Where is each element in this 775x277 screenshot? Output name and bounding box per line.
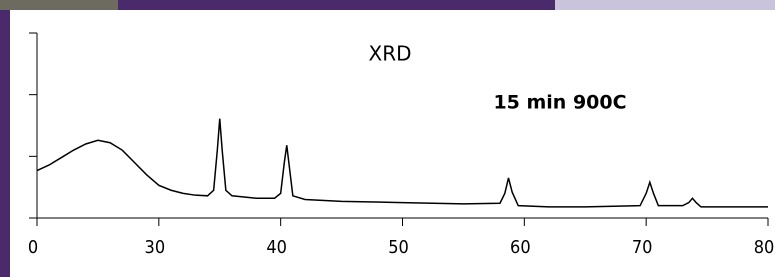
- x-tick-label: 70: [632, 237, 653, 258]
- page: XRD 15 min 900C 0304050607080 (() => { c…: [0, 0, 775, 277]
- chart-title: XRD: [369, 42, 412, 66]
- x-tick-label: 80: [754, 237, 775, 258]
- annotation: 15 min 900C: [493, 92, 626, 114]
- x-tick-label: 50: [388, 237, 409, 258]
- x-tick-label: 0: [28, 237, 38, 258]
- chart: XRD 15 min 900C 0 30 40 50 60 70 80: [0, 0, 775, 277]
- slide: XRD 15 min 900C 0 30 40 50 60 70 80: [0, 0, 775, 277]
- x-tick-label: 30: [145, 237, 166, 258]
- x-tick-label: 40: [266, 237, 287, 258]
- x-tick-label: 60: [510, 237, 531, 258]
